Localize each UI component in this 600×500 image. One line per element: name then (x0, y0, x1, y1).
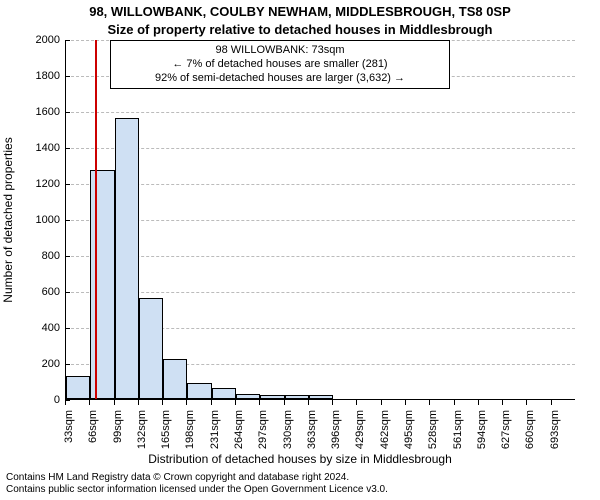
y-tick-label: 1000 (5, 214, 60, 226)
histogram-bar (236, 394, 260, 399)
annotation-box: 98 WILLOWBANK: 73sqm ← 7% of detached ho… (110, 40, 450, 89)
histogram-bar (187, 383, 211, 399)
y-tick-label: 400 (5, 322, 60, 334)
x-tick-mark (429, 400, 430, 405)
y-tick-label: 1200 (5, 178, 60, 190)
x-tick-mark (332, 400, 333, 405)
x-tick-label: 99sqm (112, 410, 124, 443)
y-tick-label: 1800 (5, 70, 60, 82)
x-tick-mark (454, 400, 455, 405)
x-tick-mark (478, 400, 479, 405)
x-tick-mark (89, 400, 90, 405)
x-tick-mark (284, 400, 285, 405)
x-tick-mark (235, 400, 236, 405)
histogram-bar (163, 359, 187, 399)
gridline (66, 220, 575, 221)
x-tick-mark (502, 400, 503, 405)
x-tick-label: 660sqm (524, 410, 536, 449)
x-tick-label: 561sqm (452, 410, 464, 449)
x-tick-label: 198sqm (184, 410, 196, 449)
gridline (66, 256, 575, 257)
x-tick-label: 594sqm (476, 410, 488, 449)
x-tick-mark (138, 400, 139, 405)
x-tick-mark (211, 400, 212, 405)
x-tick-label: 231sqm (209, 410, 221, 449)
gridline (66, 184, 575, 185)
annotation-line-1: 98 WILLOWBANK: 73sqm (115, 44, 445, 58)
y-tick-label: 200 (5, 358, 60, 370)
x-axis-label: Distribution of detached houses by size … (0, 452, 600, 466)
x-tick-label: 627sqm (500, 410, 512, 449)
gridline (66, 292, 575, 293)
x-tick-label: 330sqm (282, 410, 294, 449)
x-tick-mark (114, 400, 115, 405)
x-tick-mark (308, 400, 309, 405)
x-tick-mark (526, 400, 527, 405)
histogram-bar (139, 298, 163, 399)
x-tick-label: 33sqm (63, 410, 75, 443)
x-tick-label: 66sqm (87, 410, 99, 443)
y-tick-label: 0 (5, 394, 60, 406)
x-tick-label: 528sqm (427, 410, 439, 449)
x-tick-mark (186, 400, 187, 405)
x-tick-mark (381, 400, 382, 405)
histogram-bar (212, 388, 236, 399)
reference-line (95, 40, 97, 399)
x-tick-label: 495sqm (403, 410, 415, 449)
gridline (66, 148, 575, 149)
x-tick-label: 396sqm (330, 410, 342, 449)
chart-title-description: Size of property relative to detached ho… (0, 22, 600, 37)
annotation-line-3: 92% of semi-detached houses are larger (… (115, 72, 445, 86)
x-tick-mark (259, 400, 260, 405)
x-tick-mark (405, 400, 406, 405)
x-tick-label: 429sqm (354, 410, 366, 449)
y-tick-label: 800 (5, 250, 60, 262)
x-tick-label: 132sqm (136, 410, 148, 449)
histogram-bar (66, 376, 90, 399)
x-tick-mark (162, 400, 163, 405)
x-tick-label: 693sqm (549, 410, 561, 449)
histogram-bar (309, 395, 333, 399)
plot-area (65, 40, 575, 400)
footer-line-2: Contains public sector information licen… (6, 484, 388, 496)
x-tick-label: 462sqm (379, 410, 391, 449)
histogram-bar (90, 170, 114, 399)
x-tick-label: 165sqm (160, 410, 172, 449)
y-tick-label: 600 (5, 286, 60, 298)
chart-container: 98, WILLOWBANK, COULBY NEWHAM, MIDDLESBR… (0, 0, 600, 500)
histogram-bar (285, 395, 309, 399)
y-tick-label: 1600 (5, 106, 60, 118)
x-tick-label: 264sqm (233, 410, 245, 449)
x-tick-mark (356, 400, 357, 405)
x-tick-label: 297sqm (257, 410, 269, 449)
footer-line-1: Contains HM Land Registry data © Crown c… (6, 472, 388, 484)
y-tick-label: 2000 (5, 34, 60, 46)
x-tick-mark (65, 400, 66, 405)
y-tick-label: 1400 (5, 142, 60, 154)
gridline (66, 112, 575, 113)
x-tick-label: 363sqm (306, 410, 318, 449)
histogram-bar (260, 395, 284, 399)
annotation-line-2: ← 7% of detached houses are smaller (281… (115, 58, 445, 72)
chart-title-address: 98, WILLOWBANK, COULBY NEWHAM, MIDDLESBR… (0, 4, 600, 19)
histogram-bar (115, 118, 139, 399)
footer-attribution: Contains HM Land Registry data © Crown c… (6, 472, 388, 496)
x-tick-mark (551, 400, 552, 405)
